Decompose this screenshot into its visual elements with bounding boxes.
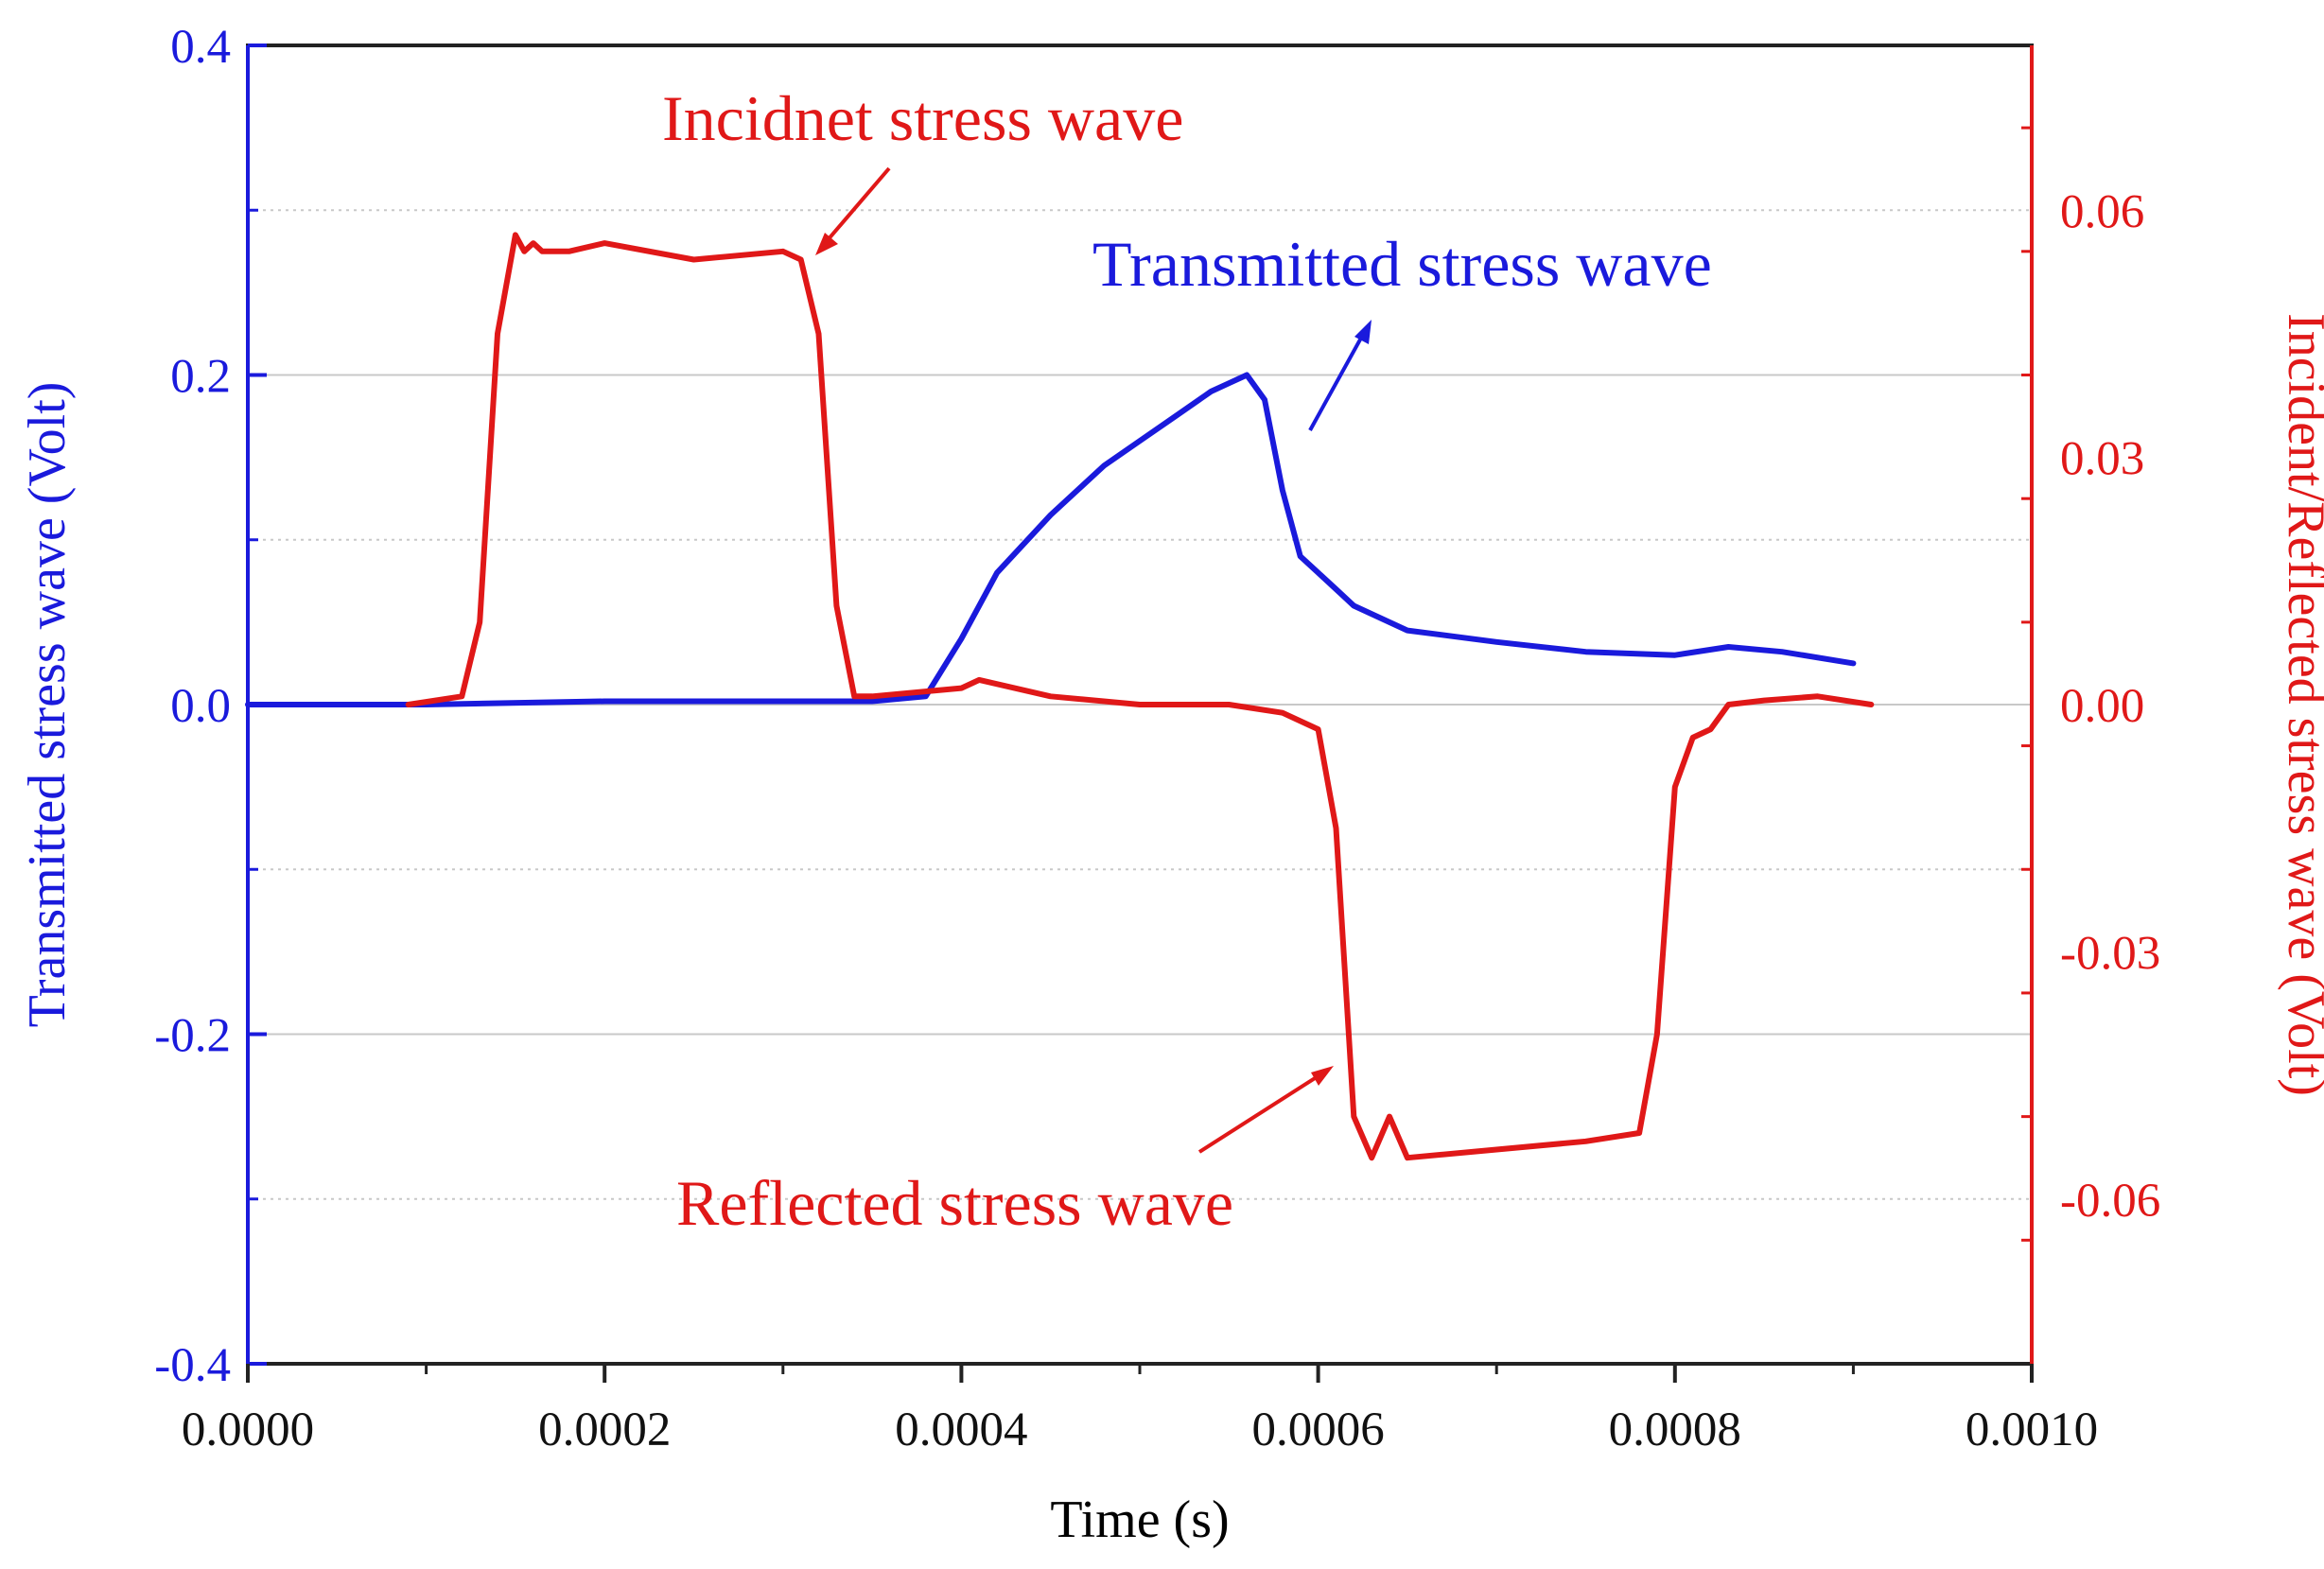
x-axis-title: Time (s) [1050, 1491, 1229, 1549]
x-tick-label: 0.0004 [895, 1403, 1027, 1456]
y-left-tick-label: -0.4 [154, 1339, 231, 1392]
y-right-tick-label: 0.06 [2060, 185, 2144, 238]
arrowhead-transmitted [1354, 320, 1372, 344]
tick-marks [246, 44, 2034, 1383]
series-line-transmitted [245, 372, 1857, 707]
arrowhead-reflected [1311, 1066, 1334, 1086]
series-line-incident-reflected [405, 232, 1875, 1161]
y-right-tick-label: 0.03 [2060, 433, 2144, 486]
y-left-axis-title: Transmitted stress wave (Volt) [18, 382, 77, 1028]
y-left-tick-label: -0.2 [154, 1010, 231, 1063]
y-right-tick-label: -0.06 [2060, 1175, 2160, 1228]
annotation-reflected: Reflected stress wave [676, 1167, 1233, 1239]
y-left-tick-label: 0.0 [170, 680, 231, 733]
y-right-tick-label: 0.00 [2060, 680, 2144, 733]
annotation-incident: Incidnet stress wave [662, 82, 1183, 154]
y-left-tick-label: 0.4 [170, 21, 231, 74]
tick-labels: 0.4 0.2 0.0 -0.2 -0.4 0.06 0.03 0.00 -0.03 -0.06 0… [154, 21, 2160, 1456]
x-tick-label: 0.0002 [538, 1403, 671, 1456]
arrowhead-incident [815, 233, 838, 255]
x-tick-label: 0.0000 [182, 1403, 314, 1456]
annotation-transmitted: Transmitted stress wave [1092, 228, 1712, 300]
arrow-reflected [1197, 1072, 1324, 1154]
x-tick-label: 0.0010 [1966, 1403, 2098, 1456]
series-layer [245, 232, 1875, 1161]
arrow-transmitted [1308, 330, 1367, 431]
y-right-tick-label: -0.03 [2060, 927, 2160, 980]
arrow-incident [819, 166, 891, 250]
x-tick-label: 0.0008 [1609, 1403, 1741, 1456]
x-tick-label: 0.0006 [1251, 1403, 1384, 1456]
y-left-tick-label: 0.2 [170, 351, 231, 404]
y-right-axis-title: Incident/Reflected stress wave (Volt) [2277, 313, 2324, 1096]
